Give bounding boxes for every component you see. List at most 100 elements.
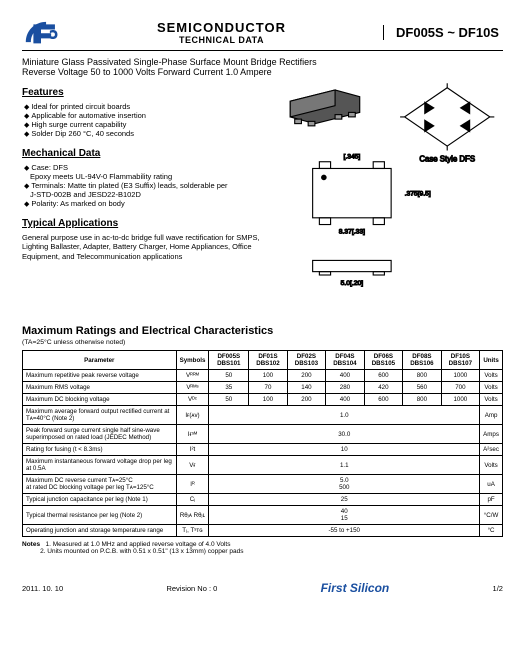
header-title: SEMICONDUCTOR bbox=[60, 20, 383, 35]
value-cell: 50 bbox=[209, 394, 249, 406]
footer-page: 1/2 bbox=[493, 584, 503, 593]
logo bbox=[22, 18, 60, 46]
package-diagram: Case Style DFS [.345] 8.37[.33] .375[9.5… bbox=[279, 81, 503, 307]
value-cell: 1000 bbox=[441, 394, 479, 406]
value-cell: 400 bbox=[326, 370, 364, 382]
footer: 2011. 10. 10 Revision No : 0 First Silic… bbox=[22, 581, 503, 595]
value-cell: 5.0 500 bbox=[209, 475, 480, 494]
value-cell: 1.0 bbox=[209, 406, 480, 425]
mechanical-item: Terminals: Matte tin plated (E3 Suffix) … bbox=[24, 181, 269, 190]
footer-brand: First Silicon bbox=[321, 581, 390, 595]
applications-text: General purpose use in ac-to-dc bridge f… bbox=[22, 233, 269, 261]
features-list: Ideal for printed circuit boards Applica… bbox=[22, 102, 269, 138]
value-cell: 35 bbox=[209, 382, 249, 394]
symbol-cell: Tⱼ, Tˢᴛɢ bbox=[176, 525, 209, 537]
doc-subtitle: Reverse Voltage 50 to 1000 Volts Forward… bbox=[22, 67, 503, 77]
unit-cell: uA bbox=[480, 475, 503, 494]
svg-text:[.345]: [.345] bbox=[343, 153, 360, 160]
symbol-cell: Rθⱼᴀ Rθⱼʟ bbox=[176, 506, 209, 525]
table-header: Units bbox=[480, 351, 503, 370]
table-header: DF06S DBS105 bbox=[364, 351, 402, 370]
value-cell: 700 bbox=[441, 382, 479, 394]
header-title-block: SEMICONDUCTOR TECHNICAL DATA bbox=[60, 20, 383, 45]
mechanical-sub: J-STD-002B and JESD22-B102D bbox=[22, 190, 269, 199]
table-header: DF04S DBS104 bbox=[326, 351, 364, 370]
param-cell: Maximum DC blocking voltage bbox=[23, 394, 177, 406]
unit-cell: pF bbox=[480, 494, 503, 506]
ratings-table: ParameterSymbolsDF005S DBS101DF01S DBS10… bbox=[22, 350, 503, 537]
part-number-range: DF005S ~ DF10S bbox=[383, 25, 503, 40]
table-row: Maximum DC reverse current Tᴀ=25°C at ra… bbox=[23, 475, 503, 494]
feature-item: High surge current capability bbox=[24, 120, 269, 129]
value-cell: 800 bbox=[403, 370, 441, 382]
table-row: Maximum repetitive peak reverse voltageV… bbox=[23, 370, 503, 382]
param-cell: Maximum instantaneous forward voltage dr… bbox=[23, 456, 177, 475]
applications-heading: Typical Applications bbox=[22, 218, 269, 229]
param-cell: Peak forward surge current single half s… bbox=[23, 425, 177, 444]
table-row: Maximum instantaneous forward voltage dr… bbox=[23, 456, 503, 475]
value-cell: 70 bbox=[249, 382, 287, 394]
value-cell: 25 bbox=[209, 494, 480, 506]
symbol-cell: Vғ bbox=[176, 456, 209, 475]
table-header: Parameter bbox=[23, 351, 177, 370]
param-cell: Operating junction and storage temperatu… bbox=[23, 525, 177, 537]
value-cell: 1000 bbox=[441, 370, 479, 382]
value-cell: 560 bbox=[403, 382, 441, 394]
mechanical-item: Polarity: As marked on body bbox=[24, 199, 269, 208]
table-row: Peak forward surge current single half s… bbox=[23, 425, 503, 444]
mechanical-list: Polarity: As marked on body bbox=[22, 199, 269, 208]
svg-text:.375[9.5]: .375[9.5] bbox=[404, 190, 430, 197]
unit-cell: Volts bbox=[480, 382, 503, 394]
footer-revision: Revision No : 0 bbox=[166, 584, 217, 593]
mechanical-list: Terminals: Matte tin plated (E3 Suffix) … bbox=[22, 181, 269, 190]
table-header: DF10S DBS107 bbox=[441, 351, 479, 370]
feature-item: Applicable for automative insertion bbox=[24, 111, 269, 120]
value-cell: 40 15 bbox=[209, 506, 480, 525]
symbol-cell: Cⱼ bbox=[176, 494, 209, 506]
value-cell: 600 bbox=[364, 370, 402, 382]
mechanical-item: Case: DFS bbox=[24, 163, 269, 172]
table-row: Operating junction and storage temperatu… bbox=[23, 525, 503, 537]
table-row: Maximum DC blocking voltageVᴰᶜ5010020040… bbox=[23, 394, 503, 406]
param-cell: Typical thermal resistance per leg (Note… bbox=[23, 506, 177, 525]
param-cell: Maximum RMS voltage bbox=[23, 382, 177, 394]
symbol-cell: Vᴿᴿᴹ bbox=[176, 370, 209, 382]
symbol-cell: I²t bbox=[176, 444, 209, 456]
case-style-label: Case Style DFS bbox=[419, 155, 475, 164]
feature-item: Ideal for printed circuit boards bbox=[24, 102, 269, 111]
value-cell: -55 to +150 bbox=[209, 525, 480, 537]
value-cell: 1.1 bbox=[209, 456, 480, 475]
value-cell: 400 bbox=[326, 394, 364, 406]
mechanical-sub: Epoxy meets UL-94V-0 Flammability rating bbox=[22, 172, 269, 181]
table-header: Symbols bbox=[176, 351, 209, 370]
unit-cell: Amp bbox=[480, 406, 503, 425]
ratings-heading: Maximum Ratings and Electrical Character… bbox=[22, 325, 503, 337]
table-row: Typical junction capacitance per leg (No… bbox=[23, 494, 503, 506]
logo-icon bbox=[22, 18, 60, 46]
param-cell: Maximum average forward output rectified… bbox=[23, 406, 177, 425]
table-row: Typical thermal resistance per leg (Note… bbox=[23, 506, 503, 525]
value-cell: 50 bbox=[209, 370, 249, 382]
features-heading: Features bbox=[22, 87, 269, 98]
mechanical-heading: Mechanical Data bbox=[22, 148, 269, 159]
value-cell: 140 bbox=[287, 382, 325, 394]
table-row: Maximum RMS voltageVᴿᴹˢ35701402804205607… bbox=[23, 382, 503, 394]
table-header: DF08S DBS106 bbox=[403, 351, 441, 370]
value-cell: 600 bbox=[364, 394, 402, 406]
table-header: DF005S DBS101 bbox=[209, 351, 249, 370]
param-cell: Maximum repetitive peak reverse voltage bbox=[23, 370, 177, 382]
value-cell: 10 bbox=[209, 444, 480, 456]
symbol-cell: Vᴿᴹˢ bbox=[176, 382, 209, 394]
mechanical-list: Case: DFS bbox=[22, 163, 269, 172]
unit-cell: Volts bbox=[480, 394, 503, 406]
value-cell: 100 bbox=[249, 394, 287, 406]
symbol-cell: Iᴿ bbox=[176, 475, 209, 494]
package-diagram-svg: Case Style DFS [.345] 8.37[.33] .375[9.5… bbox=[279, 81, 503, 305]
value-cell: 30.0 bbox=[209, 425, 480, 444]
value-cell: 420 bbox=[364, 382, 402, 394]
value-cell: 280 bbox=[326, 382, 364, 394]
unit-cell: Volts bbox=[480, 370, 503, 382]
unit-cell: A²sec bbox=[480, 444, 503, 456]
value-cell: 800 bbox=[403, 394, 441, 406]
symbol-cell: Iғ(ᴀᴠ) bbox=[176, 406, 209, 425]
